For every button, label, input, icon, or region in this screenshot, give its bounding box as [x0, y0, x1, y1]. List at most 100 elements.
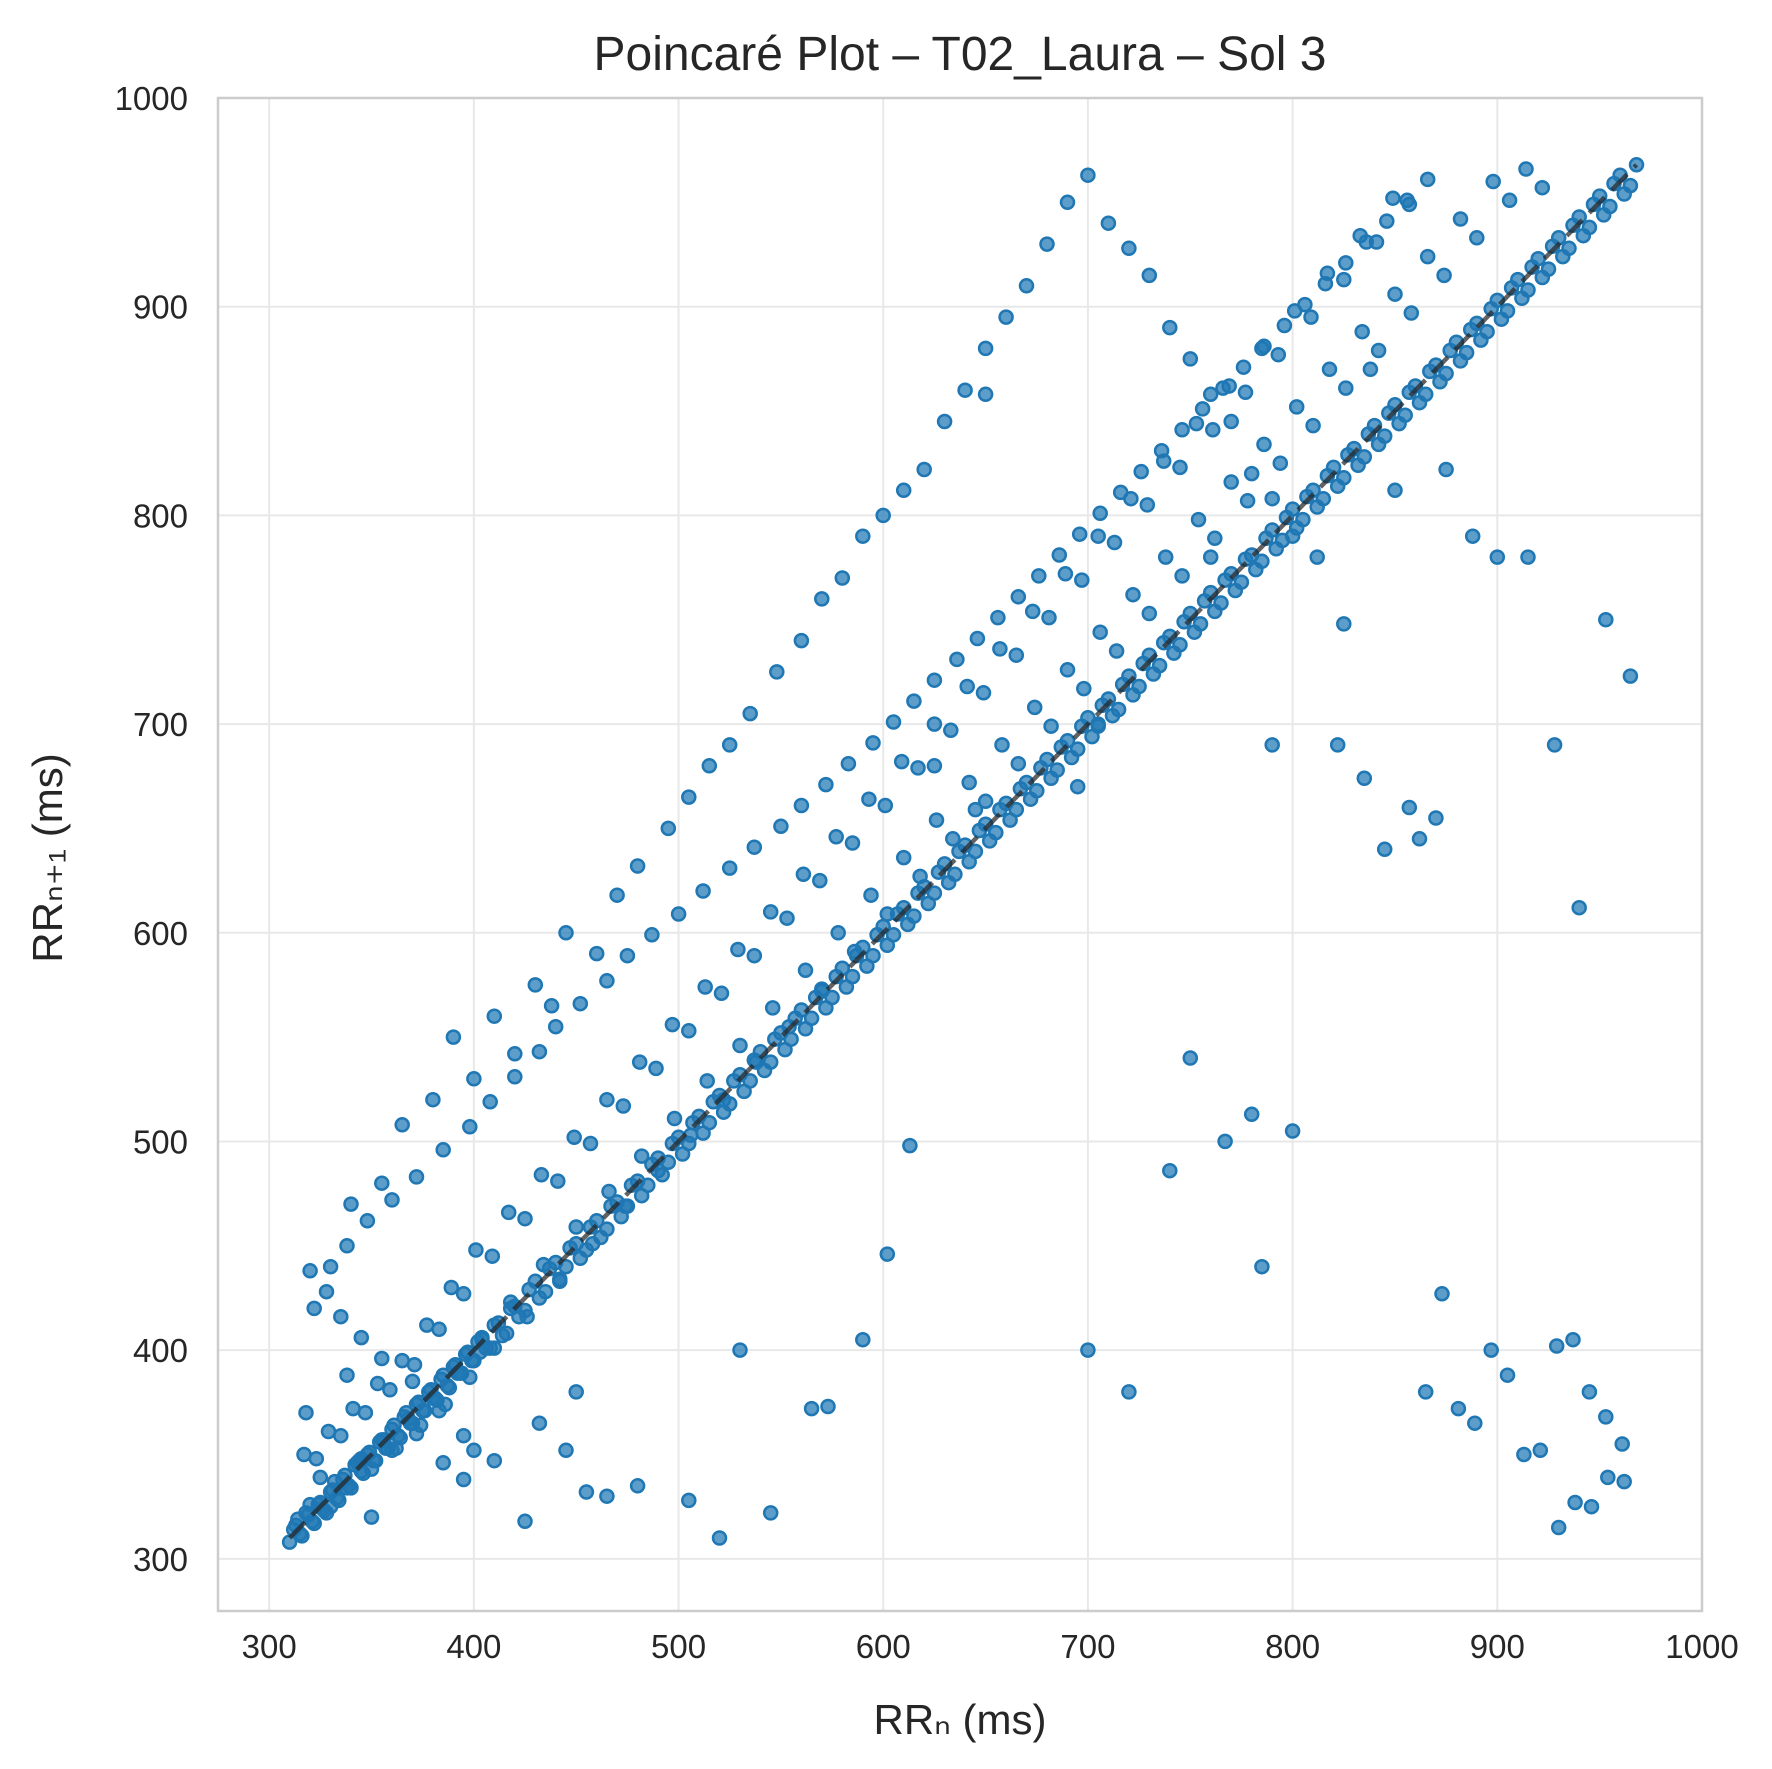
data-point	[992, 801, 1008, 818]
data-point	[846, 943, 863, 960]
data-point	[818, 776, 834, 793]
data-point	[1532, 1442, 1549, 1459]
chart-title: Poincaré Plot – T02_Laura – Sol 3	[594, 28, 1327, 81]
data-point	[1157, 549, 1174, 565]
data-point	[879, 906, 896, 922]
data-point	[382, 1382, 398, 1398]
data-point	[494, 1327, 511, 1344]
data-point	[855, 1331, 871, 1348]
y-tick-label: 800	[133, 497, 188, 534]
data-point	[1010, 589, 1027, 605]
data-point	[363, 1461, 380, 1477]
data-point	[1464, 528, 1481, 544]
data-point	[877, 797, 894, 814]
data-point	[1442, 342, 1458, 359]
data-point	[746, 947, 763, 964]
x-tick-label: 300	[242, 1628, 297, 1665]
x-axis-label: RRₙ (ms)	[873, 1696, 1046, 1743]
data-point	[502, 1294, 519, 1310]
data-point	[384, 1442, 400, 1459]
data-point	[742, 705, 758, 722]
data-point	[1254, 1258, 1270, 1275]
data-point	[1483, 1342, 1499, 1358]
data-point	[861, 791, 877, 807]
x-tick-label: 800	[1265, 1628, 1320, 1665]
data-point	[308, 1450, 325, 1467]
data-point	[1284, 1123, 1301, 1139]
data-point	[660, 1154, 677, 1171]
data-point	[1057, 566, 1074, 582]
data-point	[547, 1018, 564, 1035]
data-point	[408, 1169, 425, 1185]
data-point	[1256, 338, 1272, 355]
data-point	[1248, 561, 1264, 578]
data-point	[1256, 436, 1272, 453]
data-point	[1018, 278, 1035, 294]
data-point	[1207, 530, 1223, 547]
data-point	[834, 570, 851, 586]
data-point	[812, 872, 828, 889]
data-point	[394, 1117, 410, 1133]
data-point	[644, 927, 660, 943]
data-point	[1217, 572, 1233, 588]
data-point	[484, 1248, 501, 1264]
data-point	[1182, 1050, 1199, 1066]
data-point	[1106, 534, 1123, 551]
data-point	[981, 833, 998, 849]
data-point	[1008, 647, 1025, 663]
data-point	[1026, 699, 1043, 716]
y-tick-label: 500	[133, 1123, 188, 1160]
data-point	[1172, 459, 1188, 476]
data-point	[552, 1273, 568, 1290]
data-point	[298, 1404, 314, 1421]
data-point	[1063, 749, 1080, 766]
data-point	[936, 413, 953, 430]
data-point	[859, 958, 875, 974]
y-tick-label: 1000	[115, 80, 188, 117]
data-point	[1583, 1498, 1600, 1515]
data-point	[1202, 386, 1219, 403]
data-point	[1217, 1133, 1233, 1150]
data-point	[762, 904, 779, 920]
data-point	[500, 1204, 517, 1221]
data-point	[1227, 582, 1244, 599]
data-point	[977, 386, 994, 403]
data-point	[940, 874, 957, 891]
plot-frame	[216, 96, 1704, 1613]
data-point	[1411, 394, 1428, 411]
data-point	[1207, 603, 1223, 620]
data-point	[1309, 549, 1325, 565]
data-point	[1434, 1286, 1450, 1302]
data-point	[345, 1400, 361, 1417]
data-point	[746, 839, 763, 855]
data-point	[1166, 645, 1182, 661]
data-point	[681, 789, 697, 805]
tick-labels: 300 400 500 600 700 800 900 1000 300 400 500 600 700…	[115, 80, 1739, 1665]
data-point	[320, 1423, 337, 1440]
data-point	[820, 1398, 836, 1415]
data-point	[535, 1256, 552, 1273]
data-point	[1074, 572, 1090, 588]
data-point	[674, 1146, 691, 1162]
data-point	[1076, 680, 1092, 697]
data-point	[1104, 707, 1121, 724]
data-point	[1272, 455, 1289, 471]
x-tick-label: 700	[1060, 1628, 1115, 1665]
data-point	[795, 866, 812, 883]
data-point	[517, 1513, 533, 1530]
data-point	[1600, 1469, 1616, 1486]
data-point	[455, 1471, 472, 1488]
data-point	[1051, 547, 1068, 563]
data-point	[1598, 1409, 1614, 1425]
data-point	[1002, 812, 1018, 828]
data-point	[969, 630, 986, 647]
scatter-points	[281, 157, 1645, 1550]
data-point	[957, 382, 973, 398]
data-point	[1575, 227, 1592, 244]
data-point	[466, 1442, 482, 1459]
data-point	[617, 1198, 634, 1214]
data-point	[762, 1505, 779, 1521]
data-point	[322, 1258, 339, 1275]
data-point	[1336, 616, 1352, 632]
y-axis-label: RRₙ₊₁ (ms)	[24, 753, 71, 962]
